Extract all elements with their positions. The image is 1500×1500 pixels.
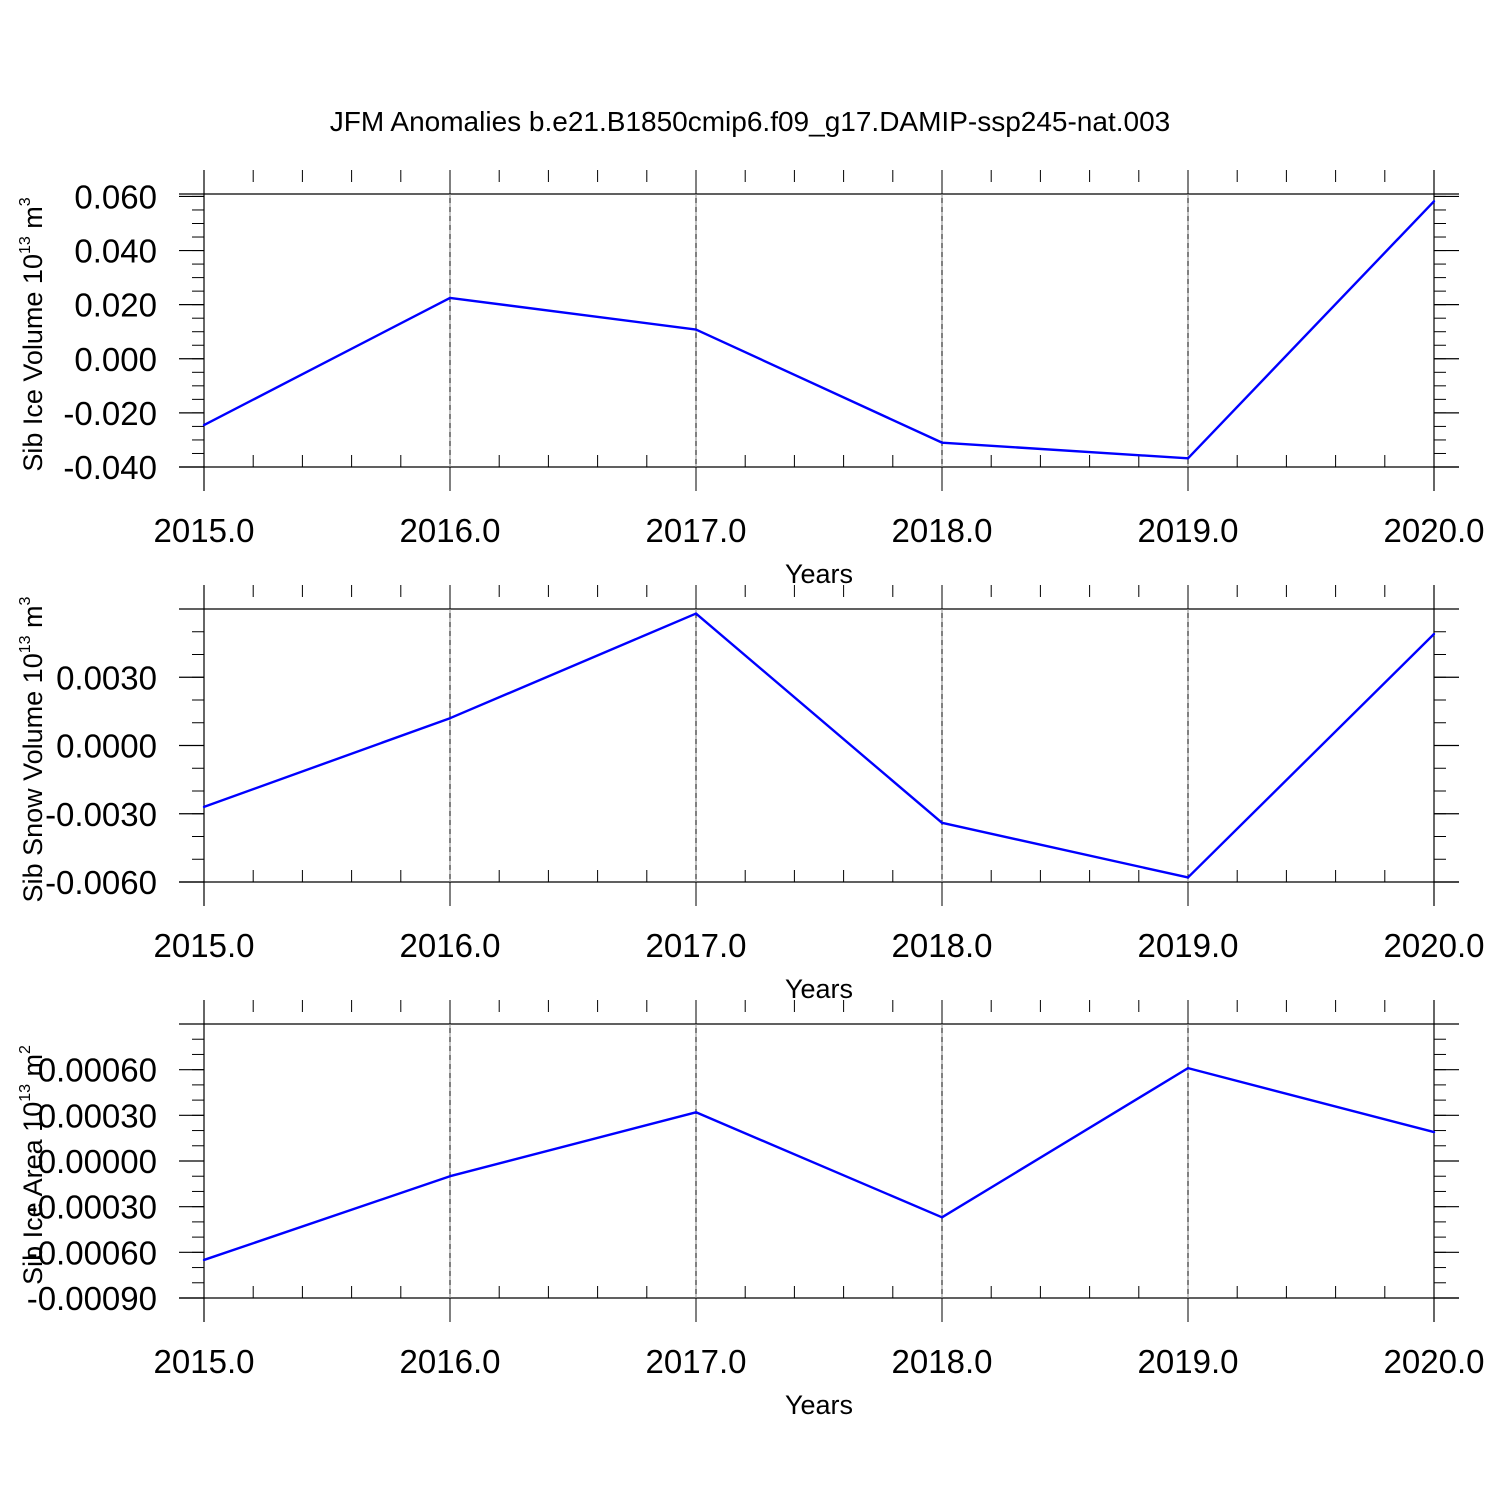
panels: 2015.0 2016.0 2017.0 2018.0 2019.0 2020.0 -0.0… (17, 170, 1484, 1420)
series-line (203, 200, 1435, 460)
x-tick-label: 2015.0 (154, 1343, 255, 1380)
data-point (940, 821, 944, 825)
data-point (448, 717, 452, 720)
data-point (448, 296, 452, 300)
y-axis-title: Sib Ice Volume 1013 m3 (17, 197, 48, 471)
y-tick-label: 0.020 (74, 287, 157, 324)
y-tick-label: -0.0030 (45, 796, 157, 833)
y-tick-label: -0.020 (63, 395, 157, 432)
x-tick-label: 2020.0 (1384, 1343, 1485, 1380)
data-point (940, 441, 944, 444)
y-axis-title-superscript: 13 (17, 635, 34, 653)
y-tick-label: -0.00060 (27, 1234, 157, 1271)
x-tick-label: 2018.0 (892, 927, 993, 964)
x-tick-label: 2017.0 (646, 927, 747, 964)
y-tick-label: 0.00000 (38, 1143, 157, 1180)
x-tick-label: 2015.0 (154, 512, 255, 549)
y-tick-label: 0.060 (74, 178, 157, 215)
data-point (1186, 457, 1190, 460)
x-tick-label: 2015.0 (154, 927, 255, 964)
x-axis-title: Years (785, 1390, 853, 1420)
x-tick-label: 2017.0 (646, 512, 747, 549)
y-tick-label: -0.040 (63, 449, 157, 486)
y-tick-label: -0.00030 (27, 1189, 157, 1226)
x-axis-title: Years (785, 559, 853, 589)
data-point (202, 1258, 206, 1262)
data-point (1432, 632, 1436, 636)
panel-3: 2015.0 2016.0 2017.0 2018.0 2019.0 2020.0 -0.0… (17, 1000, 1484, 1420)
data-point (202, 805, 206, 809)
x-tick-label: 2020.0 (1384, 512, 1485, 549)
x-tick-label: 2018.0 (892, 1343, 993, 1380)
y-axis-title-text: m (18, 1054, 48, 1084)
y-axis-title-superscript: 3 (17, 596, 34, 605)
y-axis-title-superscript: 2 (17, 1045, 34, 1054)
x-tick-label: 2019.0 (1138, 512, 1239, 549)
panel-1: 2015.0 2016.0 2017.0 2018.0 2019.0 2020.0 -0.0… (17, 170, 1484, 589)
panel-2: 2015.0 2016.0 2017.0 2018.0 2019.0 2020.0 -0.0… (17, 585, 1484, 1004)
data-point (1432, 200, 1436, 203)
y-axis-title-superscript: 3 (17, 197, 34, 206)
data-point (202, 423, 206, 427)
chart-title: JFM Anomalies b.e21.B1850cmip6.f09_g17.D… (330, 106, 1170, 137)
y-axis-title-text: Sib Ice Area 10 (18, 1102, 48, 1285)
y-tick-label: 0.00030 (38, 1097, 157, 1134)
y-axis-title-text: m (18, 605, 48, 635)
y-tick-label: 0.0030 (56, 659, 157, 696)
series-line (203, 1066, 1435, 1262)
x-tick-label: 2016.0 (400, 1343, 501, 1380)
data-point (1186, 1066, 1190, 1070)
x-tick-label: 2016.0 (400, 927, 501, 964)
data-point (694, 612, 698, 615)
data-point (694, 1111, 698, 1114)
x-tick-label: 2019.0 (1138, 927, 1239, 964)
y-tick-label: 0.0000 (56, 728, 157, 765)
x-tick-label: 2018.0 (892, 512, 993, 549)
y-tick-label: 0.00060 (38, 1052, 157, 1089)
x-tick-label: 2020.0 (1384, 927, 1485, 964)
y-axis-title-text: Sib Snow Volume 10 (18, 653, 48, 902)
y-tick-label: 0.040 (74, 233, 157, 270)
x-tick-label: 2017.0 (646, 1343, 747, 1380)
data-point (448, 1175, 452, 1178)
data-point (1186, 876, 1190, 879)
y-axis-title-text: m (18, 206, 48, 236)
x-axis-title: Years (785, 974, 853, 1004)
y-axis-title: Sib Snow Volume 1013 m3 (17, 596, 48, 902)
series-line (203, 612, 1435, 879)
y-axis-title-superscript: 13 (17, 236, 34, 254)
y-axis-title-text: Sib Ice Volume 10 (18, 254, 48, 472)
x-tick-label: 2016.0 (400, 512, 501, 549)
y-tick-label: -0.00090 (27, 1280, 157, 1317)
y-axis-title-superscript: 13 (17, 1084, 34, 1102)
y-tick-label: 0.000 (74, 341, 157, 378)
data-point (694, 328, 698, 331)
y-axis-title: Sib Ice Area 1013 m2 (17, 1045, 48, 1285)
data-point (1432, 1130, 1436, 1134)
y-tick-label: -0.0060 (45, 864, 157, 901)
data-point (940, 1216, 944, 1219)
x-tick-label: 2019.0 (1138, 1343, 1239, 1380)
